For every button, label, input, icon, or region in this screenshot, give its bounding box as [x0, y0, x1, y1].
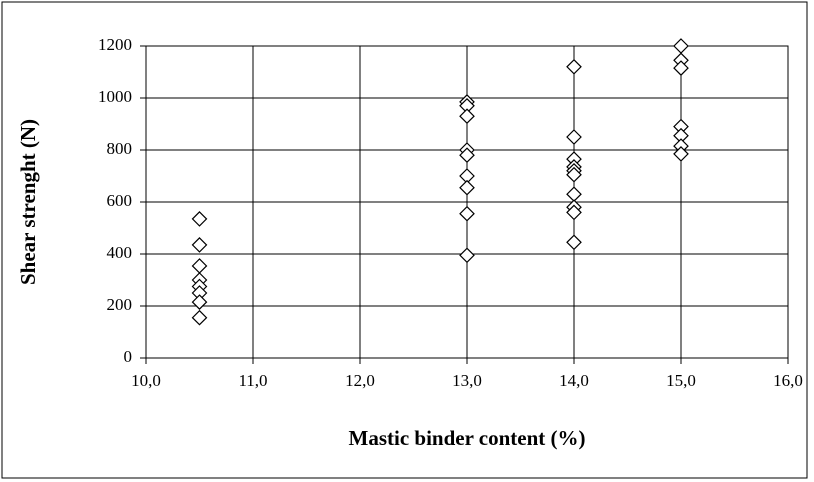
- data-point: [566, 58, 582, 75]
- data-point: [191, 211, 208, 227]
- data-point: [191, 237, 208, 253]
- x-tick-label: 15,0: [666, 371, 696, 390]
- data-point: [566, 234, 582, 251]
- x-tick-label: 14,0: [559, 371, 589, 390]
- x-tick-label: 12,0: [345, 371, 375, 390]
- data-point: [459, 247, 475, 264]
- y-tick-label: 200: [107, 295, 133, 314]
- y-tick-label: 600: [107, 191, 133, 210]
- data-point: [566, 166, 582, 183]
- data-point: [459, 108, 475, 125]
- x-tick-label: 10,0: [131, 371, 161, 390]
- data-point: [673, 146, 689, 162]
- data-point: [459, 147, 475, 164]
- data-point: [459, 205, 475, 222]
- data-point: [566, 204, 582, 221]
- y-tick-label: 400: [107, 243, 133, 262]
- data-point: [566, 186, 582, 203]
- data-point: [191, 309, 208, 326]
- data-point: [566, 129, 582, 145]
- x-tick-label: 16,0: [773, 371, 803, 390]
- y-tick-label: 0: [124, 347, 133, 366]
- y-tick-label: 1000: [98, 87, 132, 106]
- data-point: [673, 60, 689, 76]
- data-point: [673, 38, 689, 54]
- data-point: [191, 258, 208, 274]
- x-axis-title: Mastic binder content (%): [349, 426, 586, 450]
- y-tick-label: 800: [107, 139, 133, 158]
- data-point: [459, 179, 475, 196]
- data-point: [191, 294, 208, 310]
- y-tick-label: 1200: [98, 35, 132, 54]
- x-tick-label: 11,0: [238, 371, 267, 390]
- x-tick-label: 13,0: [452, 371, 482, 390]
- y-axis-title: Shear strenght (N): [16, 119, 40, 285]
